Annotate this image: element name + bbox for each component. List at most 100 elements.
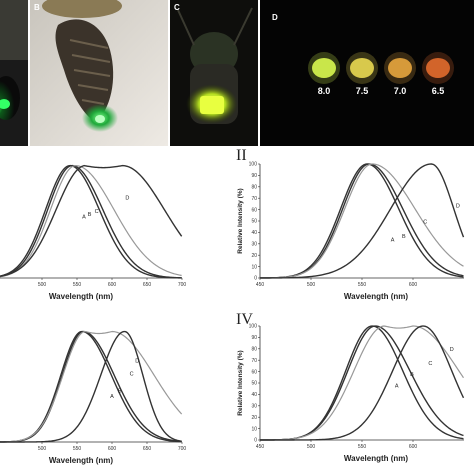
y-tick-label: 60	[251, 207, 257, 213]
spectrum-curve-a	[259, 325, 464, 441]
x-axis-title: Wavelength (nm)	[49, 292, 113, 301]
curve-label: A	[82, 214, 86, 220]
spectrum-curve-b	[0, 330, 182, 443]
y-tick-label: 20	[251, 415, 257, 421]
spectrum-curve-a	[0, 330, 182, 443]
curve-label: C	[130, 372, 134, 378]
x-tick-label: 500	[38, 282, 47, 288]
chart-panel-i: 500 550 600 650 700 Wavelength (nm) A B C D	[0, 152, 200, 307]
ph-label: 8.0	[318, 86, 331, 96]
spectrum-curve-c	[259, 325, 464, 441]
spectrum-chart-ii: 450 500 550 600 0 10 20 30 40 50 60 70 80 90 100 Relati…	[237, 162, 465, 301]
x-tick-label: 500	[307, 282, 316, 288]
y-tick-label: 30	[251, 242, 257, 248]
curve-label: D	[135, 358, 139, 364]
y-tick-label: 70	[251, 196, 257, 202]
x-tick-label: 650	[143, 446, 152, 452]
curve-label: A	[395, 384, 399, 390]
vial-0	[312, 58, 336, 78]
y-axis-title: Relative Intensity (%)	[237, 350, 244, 415]
y-tick-label: 0	[254, 438, 257, 444]
vial-2	[388, 58, 412, 78]
curve-label: D	[125, 195, 129, 201]
spectrum-curve-d	[260, 163, 465, 279]
y-tick-label: 90	[251, 173, 257, 179]
chart-panel-ii: 450 500 550 600 0 10 20 30 40 50 60 70 80 90 100 Relati…	[232, 152, 474, 307]
x-tick-label: 700	[178, 446, 187, 452]
x-tick-label: 600	[108, 282, 117, 288]
y-tick-label: 20	[251, 253, 257, 259]
photo-panel-a	[0, 0, 28, 146]
x-tick-label: 600	[409, 444, 418, 450]
curve-label: D	[450, 347, 454, 353]
firefly-photo-b: B	[30, 0, 168, 146]
curve-label: A	[110, 394, 114, 400]
spectrum-curve-d	[0, 330, 182, 443]
spectrum-curve-d	[0, 164, 183, 278]
y-tick-label: 100	[249, 162, 258, 168]
spectrum-curve-b	[259, 163, 464, 279]
spectrum-curve-a	[0, 164, 182, 279]
x-tick-label: 550	[73, 446, 82, 452]
y-tick-label: 100	[249, 324, 258, 330]
spectrum-curve-b	[260, 325, 464, 441]
curve-label: B	[410, 372, 414, 378]
panel-numeral-iv: IV	[236, 311, 253, 328]
chart-panel-iv: 450 500 550 600 0 10 20 30 40 50 60 70 80 90 100 Relati…	[232, 316, 474, 474]
x-tick-label: 500	[38, 446, 47, 452]
curve-label: B	[402, 234, 406, 240]
spectrum-curve-d	[260, 325, 465, 441]
curve-label: C	[423, 219, 427, 225]
curve-label: D	[456, 203, 460, 209]
y-tick-label: 0	[254, 276, 257, 282]
x-tick-label: 550	[73, 282, 82, 288]
x-tick-label: 700	[178, 282, 187, 288]
curve-label: C	[428, 361, 432, 367]
y-tick-label: 80	[251, 347, 257, 353]
panel-letter-c: C	[174, 3, 180, 12]
curve-label: A	[391, 238, 395, 244]
spectrum-curve-a	[259, 163, 464, 279]
spectrum-chart-iii: 500 550 600 650 700 Wavelength (nm) AB C D	[0, 330, 187, 465]
photo-panel-d: D 8.0 7.5 7.0 6.5	[260, 0, 474, 146]
spectrum-curve-b	[0, 164, 182, 279]
ph-label: 7.5	[356, 86, 369, 96]
y-tick-label: 40	[251, 392, 257, 398]
firefly-photo-a	[0, 0, 28, 146]
vial-1	[350, 58, 374, 78]
x-axis-title: Wavelength (nm)	[49, 456, 113, 465]
panel-letter-d: D	[272, 13, 278, 22]
firefly-photo-c: C	[170, 0, 258, 146]
chart-panel-iii: 500 550 600 650 700 Wavelength (nm) A B C D	[0, 316, 200, 474]
vial-3	[426, 58, 450, 78]
y-tick-label: 50	[251, 381, 257, 387]
panel-letter-b: B	[34, 3, 40, 12]
x-tick-label: 500	[307, 444, 316, 450]
y-axis-title: Relative Intensity (%)	[237, 188, 244, 253]
y-tick-label: 90	[251, 335, 257, 341]
x-tick-label: 450	[256, 444, 265, 450]
x-axis-title: Wavelength (nm)	[344, 292, 408, 301]
curve-label: C	[95, 209, 99, 215]
spectrum-chart-iv: 450 500 550 600 0 10 20 30 40 50 60 70 80 90 100 Relati…	[237, 324, 465, 463]
photo-panel-c: C	[170, 0, 258, 146]
spectrum-curve-c	[259, 163, 464, 279]
x-tick-label: 450	[256, 282, 265, 288]
y-tick-label: 60	[251, 369, 257, 375]
x-axis-title: Wavelength (nm)	[344, 454, 408, 463]
y-tick-label: 10	[251, 264, 257, 270]
ph-label: 7.0	[394, 86, 407, 96]
photo-panel-b: B	[30, 0, 168, 146]
x-tick-label: 550	[358, 282, 367, 288]
curve-label: B	[118, 388, 122, 394]
spectrum-chart-i: 500 550 600 650 700 Wavelength (nm) A BC D	[0, 164, 187, 301]
panel-numeral-ii: II	[236, 147, 247, 164]
y-tick-label: 50	[251, 219, 257, 225]
y-tick-label: 10	[251, 426, 257, 432]
y-tick-label: 40	[251, 230, 257, 236]
spectrum-curve-c	[0, 165, 182, 278]
y-tick-label: 30	[251, 404, 257, 410]
x-tick-label: 550	[358, 444, 367, 450]
x-tick-label: 600	[108, 446, 117, 452]
